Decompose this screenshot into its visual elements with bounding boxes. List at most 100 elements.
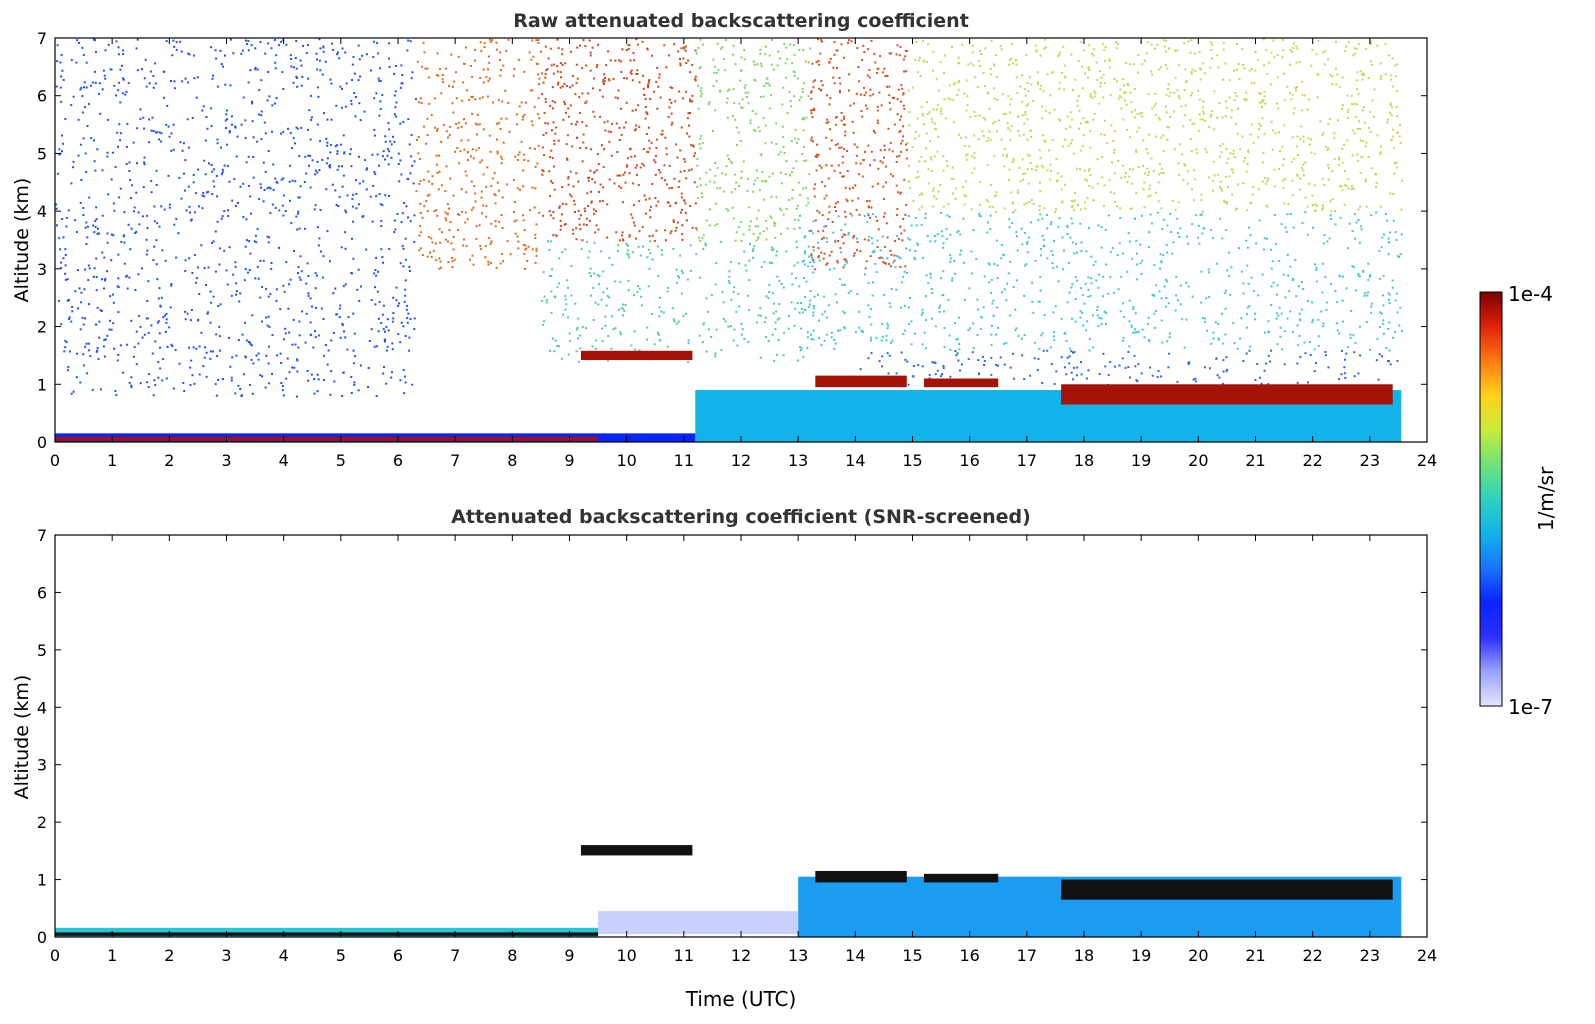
raw-x-tick-label: 3 [221,451,231,470]
raw-x-tick-label: 15 [902,451,922,470]
raw-noise-region-5 [810,38,908,270]
heatmap-raw [55,38,1403,442]
y-axis-label-raw: Altitude (km) [11,178,33,303]
raw-x-tick-label: 0 [50,451,60,470]
screened-cloud-7 [1061,880,1393,900]
raw-cloud-12 [581,351,692,360]
screened-x-tick-label: 18 [1074,946,1094,965]
heatmap-screened [55,845,1401,937]
chart-title-raw: Raw attenuated backscattering coefficien… [513,10,969,32]
colorbar-unit-label: 1/m/sr [1534,466,1558,531]
raw-x-tick-label: 2 [164,451,174,470]
colorbar: 1e-4 1e-7 1/m/sr [1480,282,1558,719]
raw-y-tick-label: 0 [37,433,47,452]
screened-y-tick-label: 1 [37,871,47,890]
raw-x-tick-label: 7 [450,451,460,470]
raw-noise-region-4 [696,39,811,242]
raw-x-tick-label: 16 [959,451,979,470]
screened-x-tick-label: 8 [507,946,517,965]
screened-layer-1 [598,911,798,934]
raw-cloud-14 [924,379,998,388]
raw-x-tick-label: 6 [393,451,403,470]
screened-layer-3 [55,932,598,935]
screened-y-tick-label: 7 [37,526,47,545]
raw-x-tick-label: 4 [279,451,289,470]
raw-x-tick-label: 12 [731,451,751,470]
raw-x-tick-label: 23 [1360,451,1380,470]
screened-x-tick-label: 23 [1360,946,1380,965]
screened-y-tick-label: 4 [37,698,47,717]
raw-noise-region-3 [541,240,811,363]
raw-y-tick-label: 2 [37,318,47,337]
screened-x-tick-label: 0 [50,946,60,965]
screened-x-tick-label: 12 [731,946,751,965]
y-axis-label-screened: Altitude (km) [11,675,33,800]
raw-x-tick-label: 19 [1131,451,1151,470]
raw-y-tick-label: 7 [37,29,47,48]
raw-x-tick-label: 14 [845,451,865,470]
raw-noise-region-2 [541,38,697,242]
raw-x-tick-label: 13 [788,451,808,470]
screened-x-tick-label: 9 [564,946,574,965]
screened-x-tick-label: 22 [1302,946,1322,965]
raw-noise-region-1 [415,39,543,270]
screened-x-tick-label: 2 [164,946,174,965]
raw-x-tick-label: 8 [507,451,517,470]
raw-cloud-13 [815,376,906,388]
screened-x-tick-label: 10 [616,946,636,965]
screened-y-tick-label: 2 [37,813,47,832]
screened-cloud-6 [924,874,998,883]
raw-noise-region-7 [799,211,1403,351]
raw-y-tick-label: 1 [37,375,47,394]
screened-cloud-4 [581,845,692,855]
screened-x-tick-label: 6 [393,946,403,965]
screened-y-tick-label: 3 [37,756,47,775]
raw-x-tick-label: 9 [564,451,574,470]
raw-noise-region-6 [907,39,1403,214]
raw-layer-11 [55,437,598,441]
raw-y-tick-label: 6 [37,87,47,106]
raw-y-tick-label: 3 [37,260,47,279]
screened-x-tick-label: 14 [845,946,865,965]
screened-x-tick-label: 20 [1188,946,1208,965]
screened-x-tick-label: 19 [1131,946,1151,965]
colorbar-min-label: 1e-7 [1508,695,1553,719]
panel-raw: Raw attenuated backscattering coefficien… [11,10,1437,470]
screened-x-tick-label: 4 [279,946,289,965]
screened-y-tick-label: 6 [37,583,47,602]
raw-noise-region-0 [55,38,417,397]
screened-x-tick-label: 11 [674,946,694,965]
raw-y-tick-label: 5 [37,144,47,163]
panel-screened: Attenuated backscattering coefficient (S… [11,506,1437,1011]
raw-x-tick-label: 17 [1017,451,1037,470]
screened-x-tick-label: 16 [959,946,979,965]
raw-cloud-15 [1061,384,1393,404]
colorbar-max-label: 1e-4 [1508,282,1553,306]
raw-x-tick-label: 20 [1188,451,1208,470]
screened-cloud-5 [815,871,906,882]
raw-x-tick-label: 11 [674,451,694,470]
chart-title-screened: Attenuated backscattering coefficient (S… [451,506,1031,528]
raw-x-tick-label: 22 [1302,451,1322,470]
x-axis-label: Time (UTC) [685,987,797,1011]
screened-y-tick-label: 5 [37,641,47,660]
screened-x-tick-label: 13 [788,946,808,965]
raw-y-tick-label: 4 [37,202,47,221]
screened-y-tick-label: 0 [37,928,47,947]
raw-x-tick-label: 24 [1417,451,1437,470]
raw-x-tick-label: 5 [336,451,346,470]
raw-x-tick-label: 1 [107,451,117,470]
colorbar-gradient [1480,292,1502,706]
screened-x-tick-label: 1 [107,946,117,965]
screened-x-tick-label: 17 [1017,946,1037,965]
screened-x-tick-label: 7 [450,946,460,965]
screened-x-tick-label: 3 [221,946,231,965]
screened-x-tick-label: 15 [902,946,922,965]
screened-x-tick-label: 21 [1245,946,1265,965]
screened-x-tick-label: 24 [1417,946,1437,965]
raw-x-tick-label: 18 [1074,451,1094,470]
screened-x-tick-label: 5 [336,946,346,965]
raw-x-tick-label: 21 [1245,451,1265,470]
